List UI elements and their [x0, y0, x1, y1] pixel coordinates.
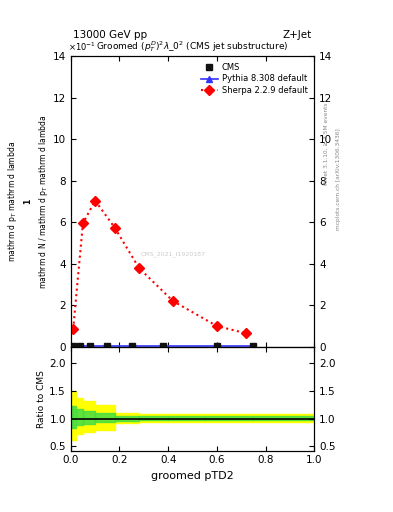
Pythia 8.308 default [215, 343, 219, 349]
Pythia 8.308 default [129, 343, 134, 349]
CMS [251, 343, 256, 349]
Sherpa 2.2.9 default [171, 298, 175, 304]
Pythia 8.308 default [105, 343, 110, 349]
CMS [78, 343, 83, 349]
Text: 13000 GeV pp: 13000 GeV pp [73, 30, 147, 40]
Text: $\times10^{-1}$: $\times10^{-1}$ [68, 41, 96, 53]
Sherpa 2.2.9 default [244, 330, 248, 336]
Pythia 8.308 default [161, 343, 166, 349]
Sherpa 2.2.9 default [93, 198, 97, 204]
Legend: CMS, Pythia 8.308 default, Sherpa 2.2.9 default: CMS, Pythia 8.308 default, Sherpa 2.2.9 … [198, 60, 310, 97]
Sherpa 2.2.9 default [71, 326, 75, 332]
Pythia 8.308 default [88, 343, 93, 349]
Y-axis label: Ratio to CMS: Ratio to CMS [37, 370, 46, 428]
Title: Groomed $(p_T^D)^2\lambda\_0^2$ (CMS jet substructure): Groomed $(p_T^D)^2\lambda\_0^2$ (CMS jet… [96, 39, 289, 54]
Text: Z+Jet: Z+Jet [283, 30, 312, 40]
Pythia 8.308 default [71, 343, 75, 349]
CMS [129, 343, 134, 349]
Pythia 8.308 default [251, 343, 256, 349]
Text: Rivet 3.1.10, ≥ 3.5M events: Rivet 3.1.10, ≥ 3.5M events [324, 102, 329, 185]
X-axis label: groomed pTD2: groomed pTD2 [151, 471, 234, 481]
CMS [88, 343, 93, 349]
Line: Sherpa 2.2.9 default: Sherpa 2.2.9 default [70, 197, 250, 337]
CMS [215, 343, 219, 349]
Sherpa 2.2.9 default [81, 220, 85, 226]
CMS [71, 343, 75, 349]
Y-axis label: mathrm d$^2$N
mathrm d p$_T$ mathrm d lambda
$\mathbf{1}$
mathrm d N / mathrm d : mathrm d$^2$N mathrm d p$_T$ mathrm d la… [0, 114, 50, 289]
Sherpa 2.2.9 default [215, 323, 219, 329]
Sherpa 2.2.9 default [137, 265, 141, 271]
Line: CMS: CMS [70, 343, 256, 349]
Pythia 8.308 default [78, 343, 83, 349]
Text: mcplots.cern.ch [arXiv:1306.3436]: mcplots.cern.ch [arXiv:1306.3436] [336, 129, 341, 230]
Sherpa 2.2.9 default [112, 224, 117, 230]
CMS [161, 343, 166, 349]
Line: Pythia 8.308 default: Pythia 8.308 default [70, 343, 256, 349]
Text: CMS_2021_I1920187: CMS_2021_I1920187 [141, 251, 206, 257]
CMS [105, 343, 110, 349]
